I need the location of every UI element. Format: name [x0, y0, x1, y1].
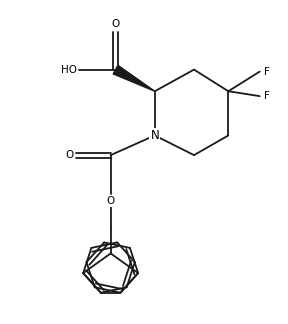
Text: HO: HO: [61, 64, 77, 75]
Text: O: O: [65, 150, 73, 160]
Polygon shape: [113, 65, 155, 91]
Text: O: O: [111, 19, 120, 29]
Text: O: O: [107, 196, 115, 206]
Text: F: F: [264, 91, 270, 101]
Text: F: F: [264, 66, 270, 76]
Text: N: N: [150, 129, 159, 142]
